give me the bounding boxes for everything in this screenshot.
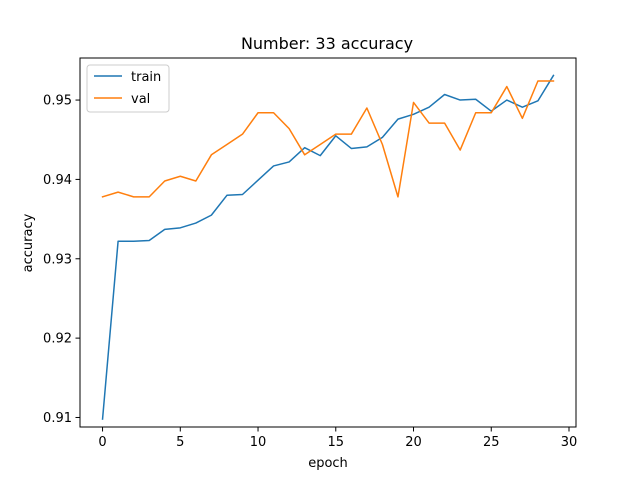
y-axis: 0.91 0.92 0.93 0.94 0.95 [43,94,80,426]
y-axis-label: accuracy [21,213,36,272]
x-axis-label: epoch [308,456,348,471]
y-tick-label: 0.94 [43,173,72,188]
y-tick-label: 0.93 [43,252,72,267]
x-tick-label: 5 [176,435,184,450]
x-tick-label: 0 [98,435,106,450]
series-lines [101,74,555,420]
legend-label-train: train [131,70,161,85]
series-line-train [101,74,555,420]
x-tick-label: 15 [328,435,345,450]
series-line-val [101,80,555,198]
x-tick-label: 10 [250,435,267,450]
x-axis: 0 5 10 15 20 25 30 [98,427,577,450]
y-tick-label: 0.91 [43,411,72,426]
x-tick-label: 20 [405,435,422,450]
chart-title: Number: 33 accuracy [241,34,413,53]
y-tick-label: 0.92 [43,332,72,347]
plot-area: 0 5 10 15 20 25 30 0.91 0.92 0.93 0.94 0.95 [43,57,577,450]
x-tick-label: 30 [561,435,578,450]
x-tick-label: 25 [483,435,500,450]
legend-label-val: val [131,92,150,107]
plot-frame [79,57,577,428]
legend: train val [86,64,170,113]
y-tick-label: 0.95 [43,94,72,109]
